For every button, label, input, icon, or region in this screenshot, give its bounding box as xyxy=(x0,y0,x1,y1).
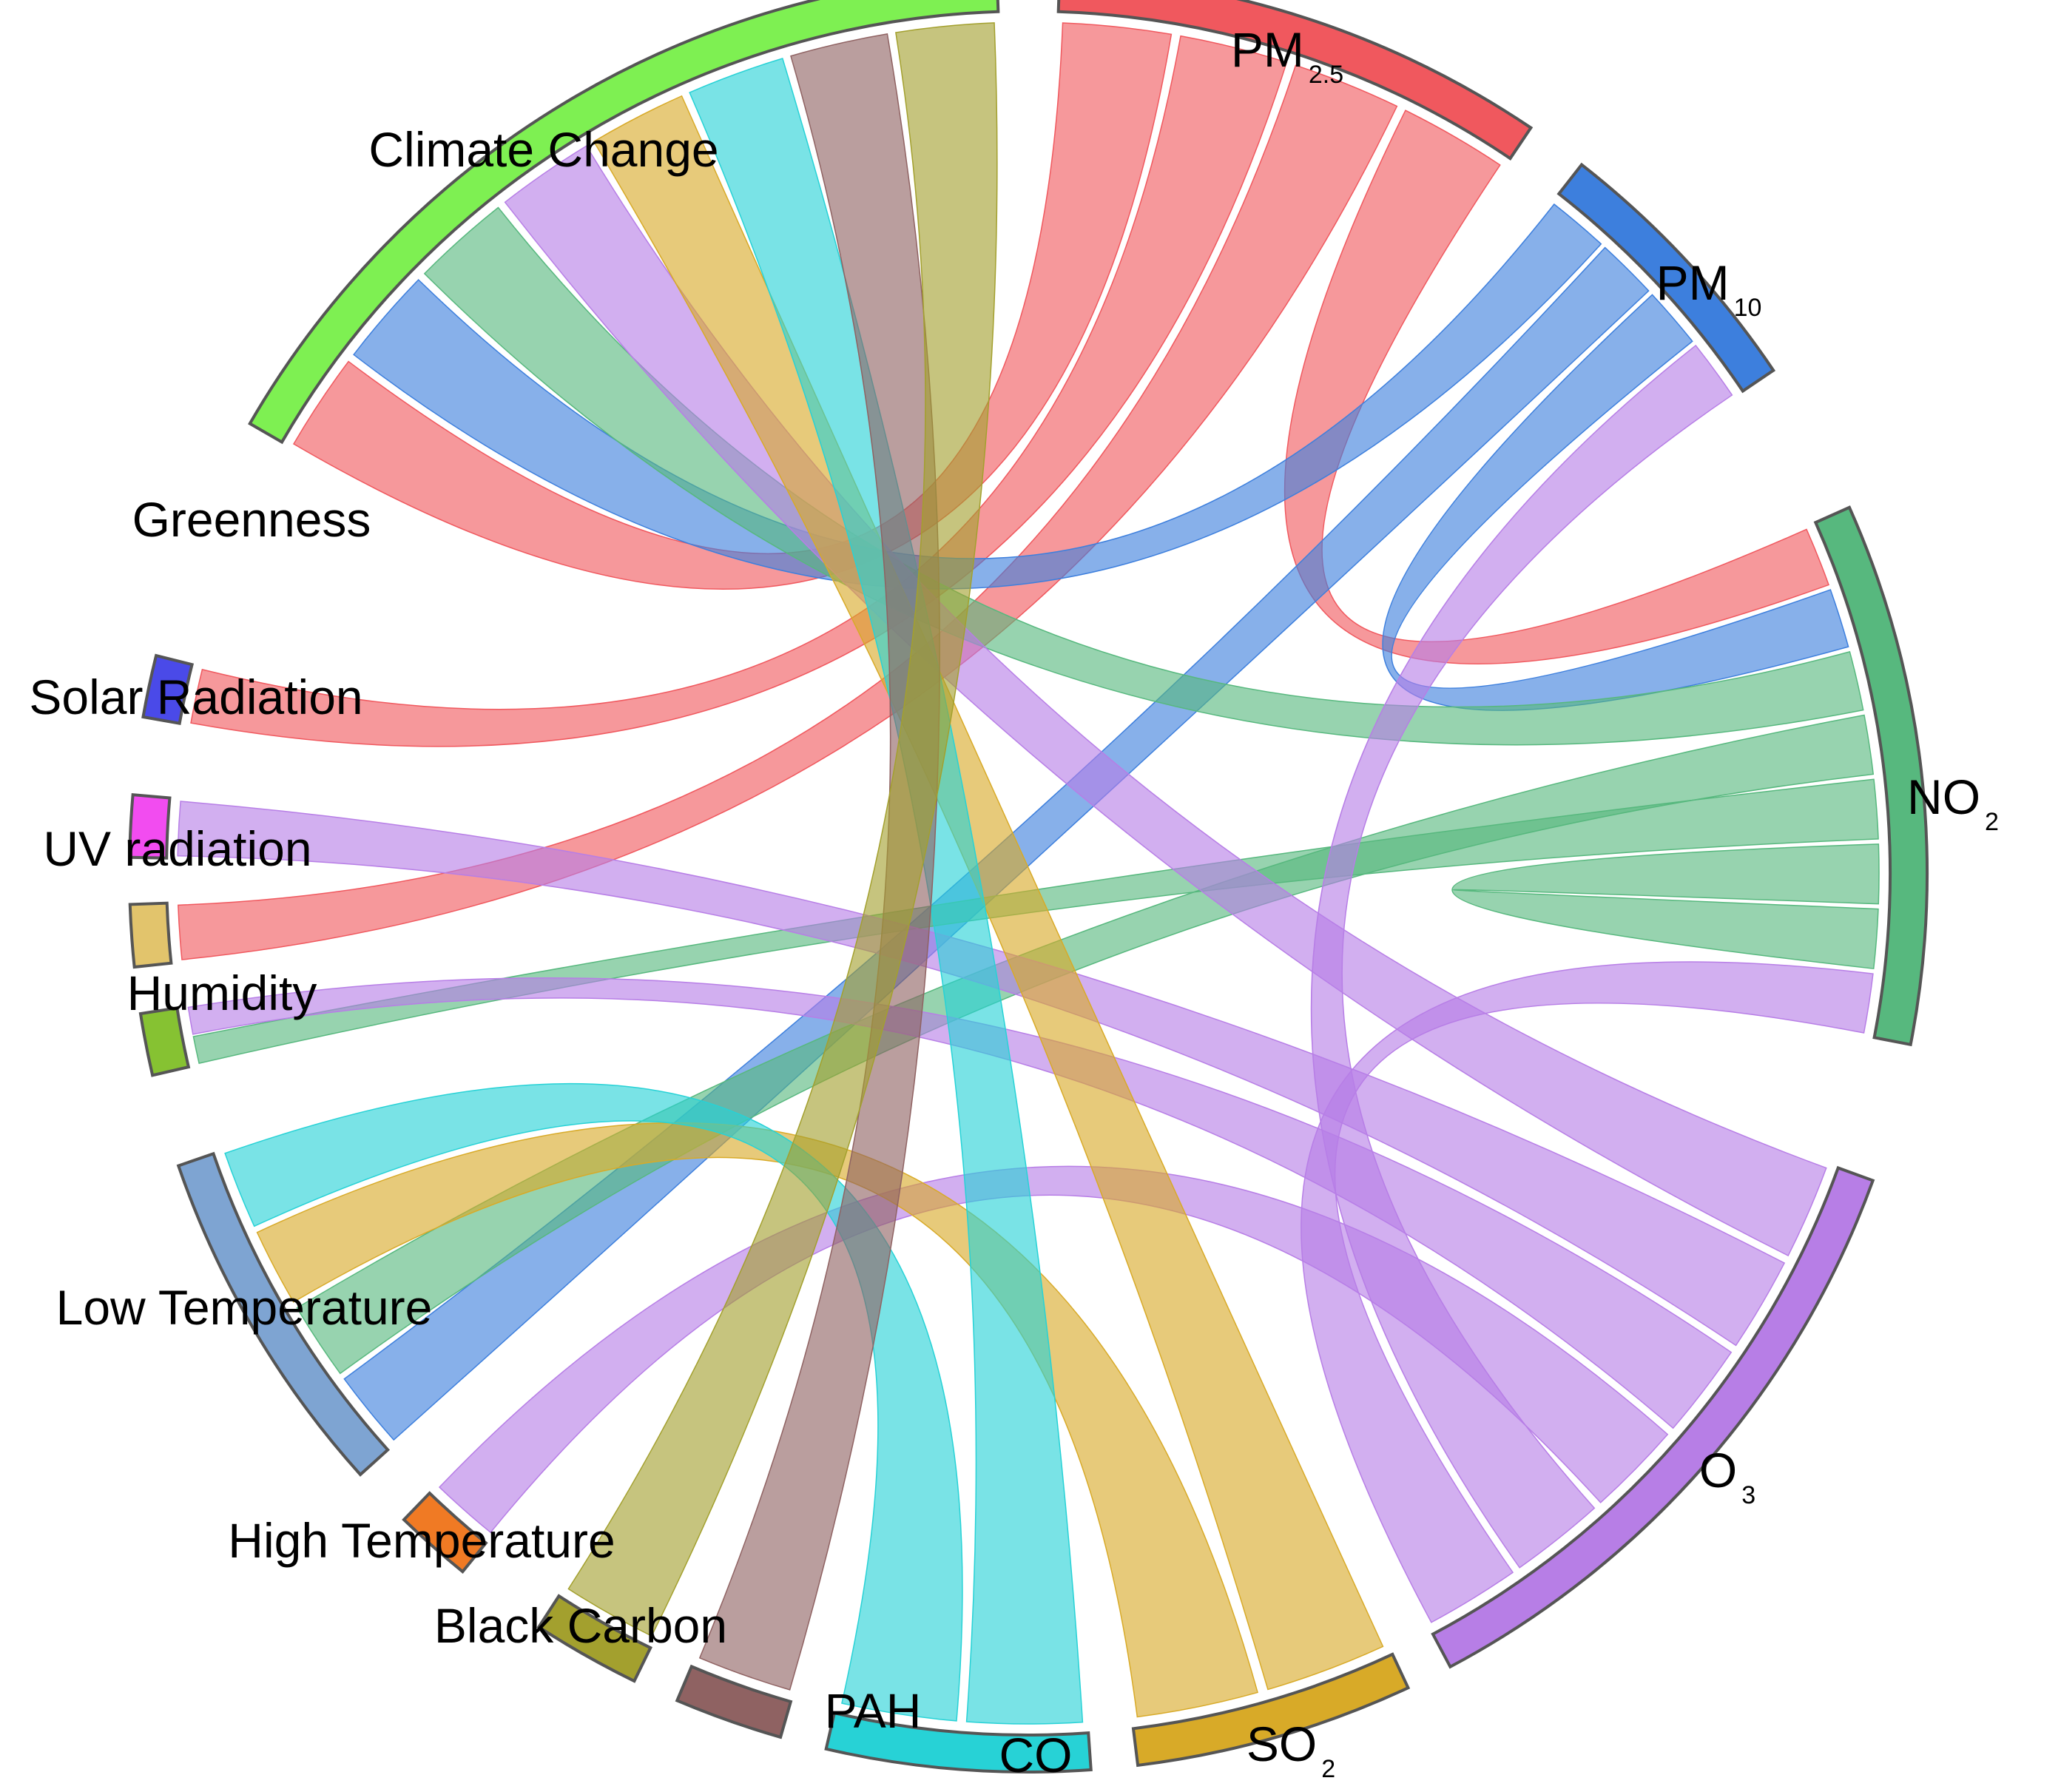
label-main: Black Carbon xyxy=(434,1598,727,1653)
label-humidity: Humidity xyxy=(127,966,317,1020)
arc-solar xyxy=(128,792,172,860)
label-pm10: PM 10 xyxy=(1656,255,1762,322)
ribbon-no2-humidity xyxy=(192,778,1879,1065)
arc-humidity xyxy=(138,1006,191,1077)
ribbon-pah-climate xyxy=(698,33,940,1691)
arc-lowtemp xyxy=(176,1151,391,1477)
label-pah: PAH xyxy=(825,1683,922,1738)
label-subscript: 2 xyxy=(1985,808,1999,836)
label-subscript: 2.5 xyxy=(1309,61,1343,89)
label-no2: NO 2 xyxy=(1907,769,1999,836)
arc-pah xyxy=(675,1664,793,1739)
label-climate: Climate Change xyxy=(368,122,718,177)
label-lowtemp: Low Temperature xyxy=(56,1280,433,1335)
label-co: CO xyxy=(999,1728,1073,1782)
arc-bc xyxy=(536,1594,652,1683)
arc-o3 xyxy=(1431,1165,1875,1669)
arc-hightemp xyxy=(402,1491,488,1574)
label-bc: Black Carbon xyxy=(434,1598,727,1653)
arc-pm25 xyxy=(1056,0,1534,161)
label-main: CO xyxy=(999,1728,1073,1782)
label-main: NO xyxy=(1907,769,1980,824)
ribbon-co-climate xyxy=(689,58,1084,1725)
label-main: PM xyxy=(1231,22,1304,77)
label-main: Solar Radiation xyxy=(29,670,362,724)
label-main: High Temperature xyxy=(228,1513,615,1568)
arc-uv xyxy=(128,901,173,969)
label-main: Climate Change xyxy=(368,122,718,177)
ribbon-o3-climate xyxy=(504,145,1827,1257)
label-subscript: 10 xyxy=(1734,294,1762,322)
arc-pm10 xyxy=(1556,162,1776,394)
label-pm25: PM 2.5 xyxy=(1231,22,1343,89)
label-so2: SO 2 xyxy=(1247,1717,1335,1783)
label-solar: Solar Radiation xyxy=(29,670,362,724)
ribbon-no2-climate xyxy=(423,206,1864,746)
arc-climate xyxy=(248,0,1000,445)
ribbon-o3-pm10 xyxy=(1311,344,1733,1569)
label-hightemp: High Temperature xyxy=(228,1513,615,1568)
label-main: Low Temperature xyxy=(56,1280,433,1335)
label-main: O xyxy=(1699,1443,1737,1498)
arc-co xyxy=(824,1711,1093,1774)
ribbon-so2-climate xyxy=(593,95,1384,1691)
label-main: Greenness xyxy=(132,492,371,547)
label-main: PM xyxy=(1656,255,1730,310)
arc-so2 xyxy=(1131,1652,1411,1768)
label-uv: UV radiation xyxy=(43,821,311,876)
label-subscript: 3 xyxy=(1741,1481,1755,1509)
arc-no2 xyxy=(1813,505,1929,1047)
arc-greenness xyxy=(141,653,195,726)
ribbon-pm25-no2 xyxy=(1284,110,1829,665)
label-subscript: 2 xyxy=(1321,1755,1335,1783)
label-main: SO xyxy=(1247,1717,1317,1771)
ribbon-pm10-no2 xyxy=(1382,294,1849,711)
label-main: UV radiation xyxy=(43,821,311,876)
arc-layer xyxy=(128,0,1929,1774)
ribbon-pm10-climate xyxy=(353,203,1602,590)
label-main: Humidity xyxy=(127,966,317,1020)
ribbon-o3-no2 xyxy=(1301,961,1874,1623)
ribbon-no2-no2 xyxy=(1451,843,1880,970)
ribbon-layer xyxy=(177,22,1880,1725)
label-main: PAH xyxy=(825,1683,922,1738)
label-greenness: Greenness xyxy=(132,492,371,547)
ribbon-bc-climate xyxy=(567,22,998,1637)
ribbon-o3-solar xyxy=(177,801,1786,1347)
